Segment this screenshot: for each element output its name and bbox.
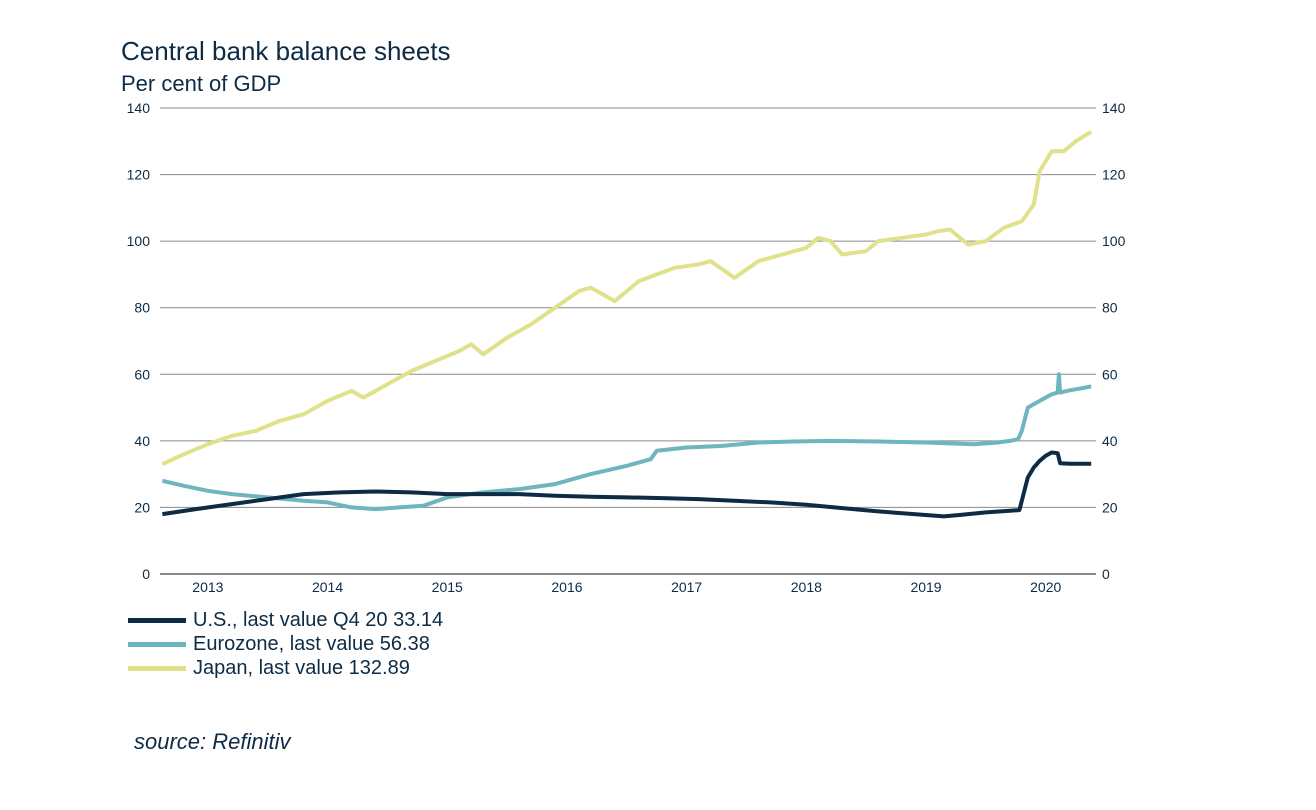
y-tick-label-left-80: 80 bbox=[134, 300, 150, 316]
legend: U.S., last value Q4 20 33.14 Eurozone, l… bbox=[128, 608, 443, 680]
x-tick-label-2014: 2014 bbox=[312, 579, 343, 595]
series-line-japan bbox=[161, 129, 1093, 467]
y-tick-label-left-140: 140 bbox=[127, 100, 151, 116]
legend-swatch-eurozone bbox=[128, 641, 186, 647]
y-tick-label-right-0: 0 bbox=[1102, 566, 1110, 582]
y-tick-label-left-20: 20 bbox=[134, 499, 150, 515]
legend-label-eurozone: Eurozone, last value 56.38 bbox=[193, 632, 430, 655]
y-tick-label-right-40: 40 bbox=[1102, 433, 1118, 449]
y-tick-label-right-80: 80 bbox=[1102, 300, 1118, 316]
y-tick-label-left-120: 120 bbox=[127, 167, 151, 183]
x-tick-label-2020: 2020 bbox=[1030, 579, 1061, 595]
legend-item-japan: Japan, last value 132.89 bbox=[128, 656, 443, 680]
legend-label-us: U.S., last value Q4 20 33.14 bbox=[193, 608, 444, 631]
legend-item-eurozone: Eurozone, last value 56.38 bbox=[128, 632, 443, 656]
y-tick-label-right-140: 140 bbox=[1102, 100, 1126, 116]
legend-swatch-japan bbox=[128, 665, 186, 671]
y-tick-label-left-40: 40 bbox=[134, 433, 150, 449]
y-tick-label-right-20: 20 bbox=[1102, 499, 1118, 515]
x-tick-label-2013: 2013 bbox=[192, 579, 223, 595]
y-tick-label-left-100: 100 bbox=[127, 233, 151, 249]
legend-item-us: U.S., last value Q4 20 33.14 bbox=[128, 608, 443, 632]
series-line-us bbox=[162, 450, 1092, 519]
chart-title: Central bank balance sheets bbox=[121, 36, 451, 66]
x-tick-label-2019: 2019 bbox=[910, 579, 941, 595]
y-tick-label-left-60: 60 bbox=[134, 366, 150, 382]
series-line-eurozone bbox=[161, 372, 1092, 512]
legend-label-japan: Japan, last value 132.89 bbox=[193, 656, 410, 679]
y-tick-label-right-120: 120 bbox=[1102, 167, 1126, 183]
chart-subtitle: Per cent of GDP bbox=[121, 71, 282, 96]
y-tick-label-right-100: 100 bbox=[1102, 233, 1126, 249]
x-tick-label-2017: 2017 bbox=[671, 579, 702, 595]
source-note: source: Refinitiv bbox=[134, 729, 291, 754]
y-tick-label-right-60: 60 bbox=[1102, 366, 1118, 382]
legend-swatch-us bbox=[128, 617, 186, 623]
y-tick-label-left-0: 0 bbox=[142, 566, 150, 582]
x-tick-label-2015: 2015 bbox=[432, 579, 463, 595]
x-tick-label-2018: 2018 bbox=[791, 579, 822, 595]
x-tick-label-2016: 2016 bbox=[551, 579, 582, 595]
